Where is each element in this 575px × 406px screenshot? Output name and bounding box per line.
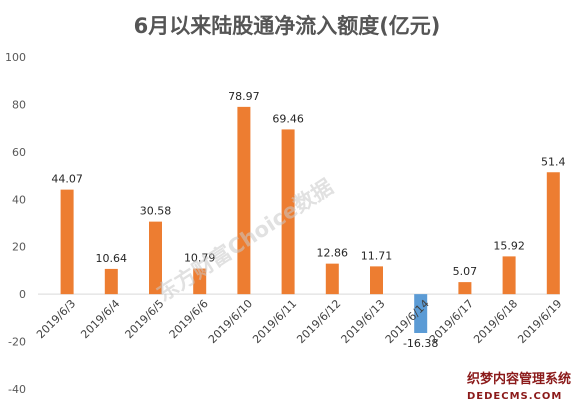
chart-title: 6月以来陆股通净流入额度(亿元)	[134, 14, 441, 38]
x-tick-label: 2019/6/10	[206, 297, 255, 346]
bar	[193, 268, 207, 295]
data-label: 15.92	[493, 239, 525, 252]
x-tick-label: 2019/6/19	[515, 297, 564, 346]
data-label: 5.07	[453, 265, 478, 278]
y-tick-label: 80	[12, 98, 26, 111]
x-tick-label: 2019/6/17	[427, 297, 476, 346]
x-tick-label: 2019/6/12	[294, 297, 343, 346]
bar	[458, 282, 472, 295]
y-tick-label: 100	[5, 51, 26, 64]
x-tick-label: 2019/6/11	[250, 297, 299, 346]
x-tick-label: 2019/6/3	[34, 297, 78, 341]
bar	[237, 106, 251, 295]
bar	[502, 256, 516, 295]
bar	[414, 294, 428, 333]
y-tick-label: 0	[19, 288, 26, 301]
bars-group	[60, 106, 560, 333]
bar	[325, 263, 339, 295]
x-tick-label: 2019/6/6	[167, 297, 211, 341]
data-label: 44.07	[51, 173, 83, 186]
x-tick-label: 2019/6/5	[122, 297, 166, 341]
corner-logo-line1: 织梦内容管理系统	[467, 371, 571, 387]
bar	[104, 268, 118, 295]
data-label: 30.58	[140, 205, 172, 218]
x-axis: 2019/6/3 2019/6/4 2019/6/5 2019/6/62019/6/1…	[34, 297, 564, 346]
bar	[370, 266, 383, 295]
data-label: 10.64	[96, 252, 128, 265]
data-label: 78.97	[228, 90, 260, 103]
bar	[281, 129, 295, 295]
data-label: 51.4	[541, 155, 566, 168]
bar	[546, 172, 560, 295]
y-axis: 100 80 60 40 20 0 -20 -40	[5, 51, 26, 396]
corner-logo: 织梦内容管理系统 DEDECMS.COM	[467, 371, 571, 402]
data-label: 12.86	[317, 247, 349, 260]
y-tick-label: 20	[12, 241, 26, 254]
y-tick-label: 60	[12, 146, 26, 159]
data-label: 10.79	[184, 252, 216, 265]
data-label: 69.46	[272, 112, 304, 125]
corner-logo-line2: DEDECMS.COM	[467, 391, 562, 402]
x-tick-label: 2019/6/13	[339, 297, 388, 346]
x-tick-label: 2019/6/18	[471, 297, 520, 346]
data-label: -16.38	[403, 337, 438, 350]
bar	[149, 221, 162, 295]
y-tick-label: -40	[8, 383, 26, 396]
data-label: 11.71	[361, 249, 393, 262]
y-tick-label: -20	[8, 336, 26, 349]
y-tick-label: 40	[12, 193, 26, 206]
x-tick-label: 2019/6/4	[78, 297, 122, 341]
data-labels-group: 44.07 10.64 30.58 10.79 78.97 69.46 12.86 11.71…	[51, 90, 565, 350]
bar	[60, 189, 74, 295]
